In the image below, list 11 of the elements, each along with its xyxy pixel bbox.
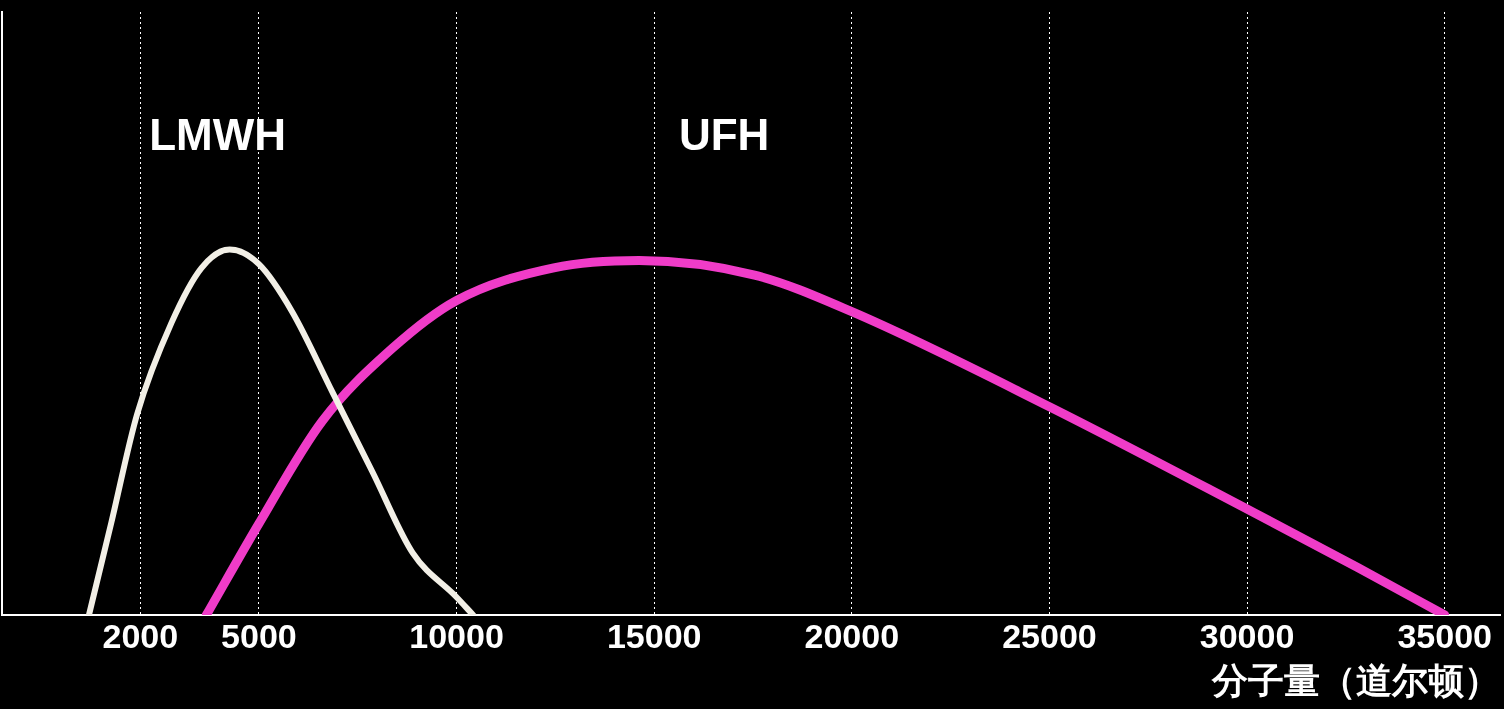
x-axis-title: 分子量（道尔顿） — [1211, 659, 1500, 701]
x-tick-label: 5000 — [221, 616, 297, 655]
x-tick-label: 25000 — [1002, 616, 1097, 655]
x-tick-label: 2000 — [102, 616, 179, 655]
text: LMWH — [149, 110, 287, 160]
x-tick-label: 20000 — [804, 616, 900, 655]
x-tick-label: 15000 — [606, 616, 702, 655]
text: UFH — [678, 110, 770, 160]
x-tick-label: 30000 — [1199, 616, 1295, 655]
x-tick-label: 10000 — [409, 616, 504, 655]
x-tick-label: 35000 — [1397, 616, 1492, 655]
